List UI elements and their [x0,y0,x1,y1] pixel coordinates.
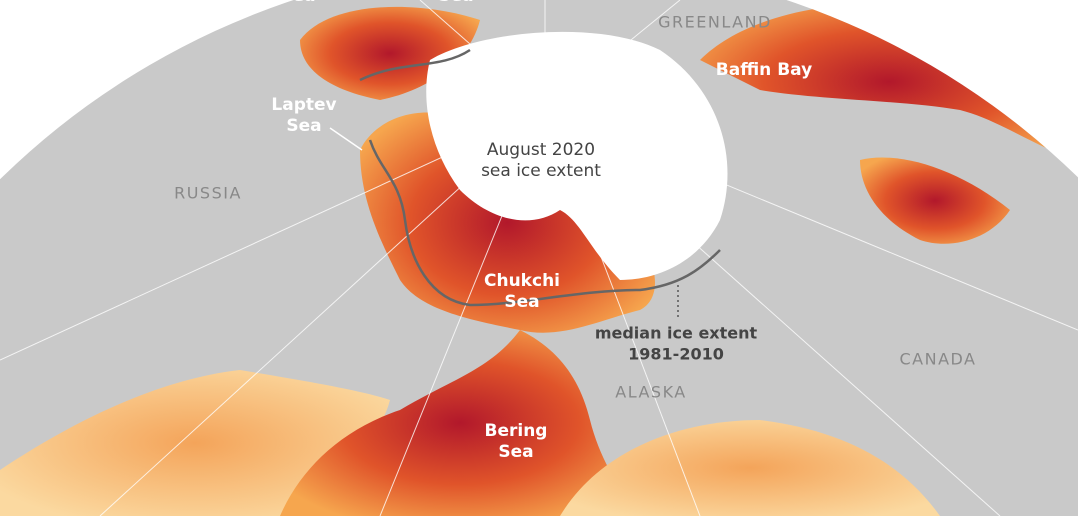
bering-sea [280,330,640,516]
map-label: RUSSIA [174,184,242,203]
map-label: Sea [498,442,533,462]
map-label: Laptev [271,95,336,115]
map-label: sea ice extent [481,161,601,181]
map-label: August 2020 [487,140,595,160]
map-label: Chukchi [484,271,560,291]
map-label: GREENLAND [658,13,772,32]
map-label: Baffin Bay [716,60,812,80]
leader-line [329,127,363,151]
labels: SeaSeaGREENLANDBaffin BayLaptevSeaAugust… [174,0,976,462]
map-label: Sea [438,0,473,6]
map-label: Bering [485,421,548,441]
map-label: ALASKA [615,383,686,402]
hudson-bay [860,157,1010,244]
map-label: median ice extent [595,324,758,343]
chukchi-laptev [360,112,655,333]
map-label: 1981-2010 [628,345,724,364]
map-label: CANADA [899,350,976,369]
map-label: Sea [504,292,539,312]
sea-ice [426,31,728,280]
gulf-alaska [560,420,940,516]
okhotsk-sea [0,370,390,516]
map-label: Sea [280,0,315,6]
median-ice-line [359,48,721,307]
map-label: Sea [286,116,321,136]
